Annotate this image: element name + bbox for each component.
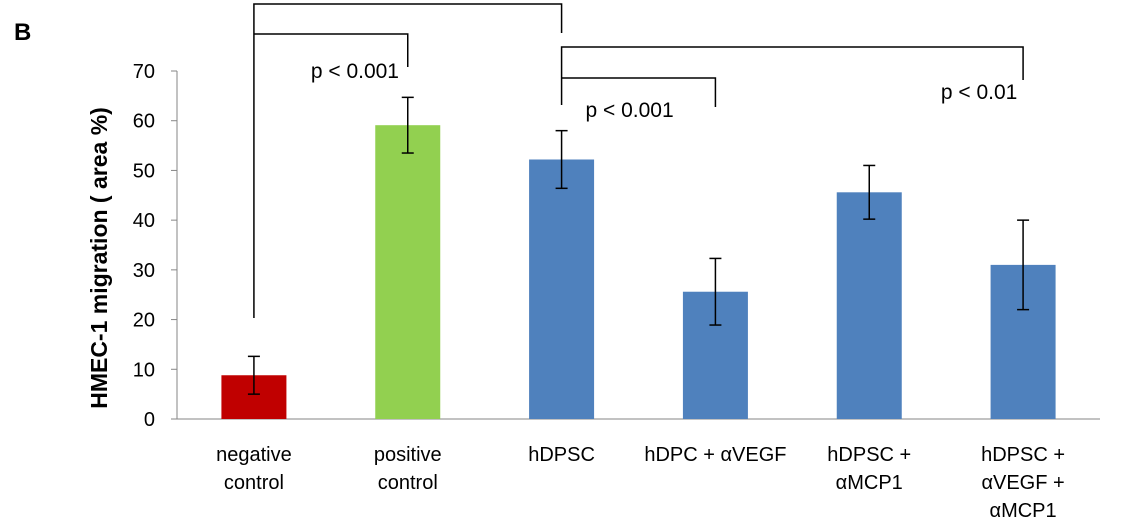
y-tick-label: 20 bbox=[133, 310, 155, 332]
p-value-label: p < 0.01 bbox=[941, 81, 1017, 104]
y-tick-label: 70 bbox=[133, 61, 155, 83]
x-tick-labels: negative control positive control hDPSC hDPC … bbox=[216, 444, 1065, 522]
significance-annotations: p < 0.001 p < 0.001 p < 0.01 bbox=[253, 3, 1024, 318]
bar bbox=[529, 159, 595, 419]
x-tick-label: control bbox=[378, 472, 438, 494]
bars bbox=[221, 125, 1056, 419]
bracket-neg-pos bbox=[253, 33, 409, 67]
bar bbox=[836, 192, 902, 419]
x-tick-label: hDPSC + bbox=[981, 444, 1065, 466]
x-tick-label: αMCP1 bbox=[836, 472, 903, 494]
p-value-label: p < 0.001 bbox=[311, 60, 399, 83]
panel-label: B bbox=[14, 19, 31, 46]
y-tick-label: 40 bbox=[133, 210, 155, 232]
x-tick-label: hDPSC bbox=[528, 444, 595, 466]
x-tick-label: αMCP1 bbox=[990, 500, 1057, 522]
error-bars bbox=[247, 96, 1030, 395]
x-tick-label: control bbox=[224, 472, 284, 494]
y-tick-label: 50 bbox=[133, 160, 155, 182]
axes: 0 10 20 30 40 50 60 70 bbox=[133, 61, 1100, 431]
y-tick-label: 10 bbox=[133, 359, 155, 381]
y-tick-label: 30 bbox=[133, 260, 155, 282]
bracket-outer bbox=[253, 3, 563, 318]
x-tick-label: positive bbox=[374, 444, 442, 466]
x-tick-label: negative bbox=[216, 444, 292, 466]
y-tick-label: 0 bbox=[144, 409, 155, 431]
bracket-hdpsc-vegf bbox=[561, 77, 717, 107]
x-tick-label: hDPSC + bbox=[827, 444, 911, 466]
y-axis-title: HMEC-1 migration ( area %) bbox=[86, 107, 112, 409]
y-tick-label: 60 bbox=[133, 111, 155, 133]
bar bbox=[375, 125, 441, 419]
x-tick-label: hDPC + αVEGF bbox=[644, 444, 786, 466]
x-tick-label: αVEGF + bbox=[981, 472, 1064, 494]
bracket-hdpsc-combo bbox=[560, 46, 1024, 105]
p-value-label: p < 0.001 bbox=[585, 99, 673, 122]
